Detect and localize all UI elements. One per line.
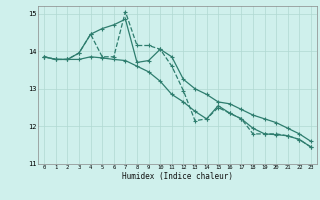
X-axis label: Humidex (Indice chaleur): Humidex (Indice chaleur) — [122, 172, 233, 181]
